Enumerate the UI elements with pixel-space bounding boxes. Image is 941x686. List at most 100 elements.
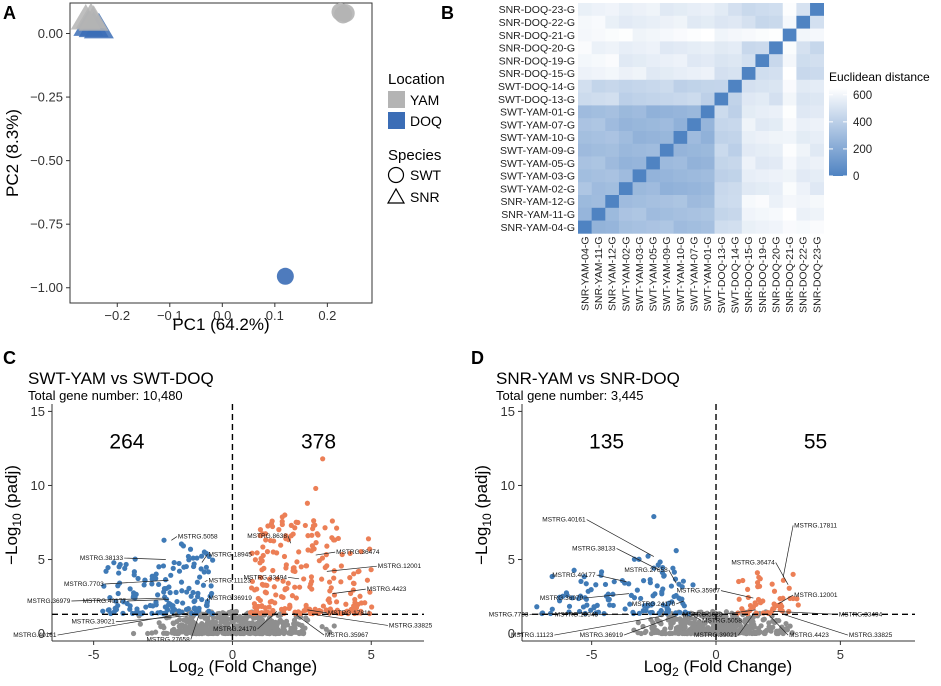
heatmap-cell xyxy=(673,131,688,145)
vc-point-up xyxy=(320,603,327,609)
heatmap-cell xyxy=(755,143,770,157)
heatmap-cell xyxy=(728,220,743,234)
heatmap-cell xyxy=(700,41,715,55)
vd-point-ns xyxy=(729,628,735,634)
heatmap-cell xyxy=(728,3,743,17)
vc-point-down xyxy=(178,541,185,547)
heatmap-cell xyxy=(714,3,729,17)
heatmap-row-labels: SNR-DOQ-23-GSNR-DOQ-22-GSNR-DOQ-21-GSNR-… xyxy=(498,4,575,234)
heatmap-cell xyxy=(782,67,797,81)
vd-point-up xyxy=(795,602,801,608)
volcano-d-x-title: Log2 (Fold Change) xyxy=(644,657,792,679)
vc-point-ns xyxy=(247,626,253,632)
heatmap-cell xyxy=(728,67,743,81)
heatmap-cell xyxy=(810,156,824,170)
heatmap-row-label: SNR-DOQ-20-G xyxy=(499,43,575,55)
vc-point-down xyxy=(112,605,118,611)
vc-point-down xyxy=(176,568,183,574)
vc-point-down xyxy=(198,566,204,572)
vc-gene-label: MSTRG.36919 xyxy=(208,595,252,602)
vd-point-down xyxy=(648,602,654,608)
pca-x-axis-title: PC1 (64.2%) xyxy=(172,315,269,334)
vd-point-up xyxy=(745,594,751,601)
vc-point-up xyxy=(264,609,270,615)
vc-gene-label: MSTRG.38133 xyxy=(80,555,124,562)
vd-point-up xyxy=(794,596,800,602)
vc-point-outlier xyxy=(365,536,372,542)
vc-point-down xyxy=(150,603,156,609)
vc-y-tick-label: 15 xyxy=(31,404,45,419)
vc-point-up xyxy=(280,578,286,584)
vd-point-ns xyxy=(669,630,675,637)
heatmap-cell xyxy=(755,207,770,221)
heatmap-cell xyxy=(755,105,770,119)
vc-point-up xyxy=(330,609,336,615)
legend-label-swt: SWT xyxy=(410,167,442,183)
vc-point-ns xyxy=(268,622,275,628)
vc-point-ns xyxy=(153,629,159,635)
vc-point-down xyxy=(191,598,197,605)
heatmap-cell xyxy=(810,195,824,209)
vc-gene-label: MSTRG.12001 xyxy=(378,563,422,570)
heatmap-cell xyxy=(605,131,620,145)
vc-point-down xyxy=(131,572,137,578)
volcano-d-x-title-main: Log xyxy=(644,657,672,676)
heatmap-cell xyxy=(769,195,784,209)
heatmap-cell xyxy=(796,195,811,209)
volcano-plot-snr: SNR-YAM vs SNR-DOQ Total gene number: 3,… xyxy=(472,369,915,679)
vc-point-up xyxy=(357,593,363,599)
heatmap-cell xyxy=(605,54,620,68)
vd-point-ns xyxy=(784,627,791,633)
vc-y-tick-label: 10 xyxy=(31,478,45,493)
heatmap-cell xyxy=(605,220,620,234)
vd-point-up xyxy=(757,576,763,582)
vd-point-up xyxy=(777,607,783,613)
vc-point-down xyxy=(107,595,113,601)
heatmap-cells xyxy=(578,3,824,234)
heatmap-column-label: SNR-DOQ-20-G xyxy=(770,236,782,312)
volcano-c-x-title-rest: (Fold Change) xyxy=(204,657,317,676)
heatmap-cell xyxy=(755,41,770,55)
heatmap-cell xyxy=(632,182,647,196)
vd-point-up xyxy=(740,577,746,584)
heatmap-cell xyxy=(700,28,715,42)
heatmap-cell xyxy=(618,207,633,221)
vd-point-ns xyxy=(643,628,649,634)
heatmap-cell xyxy=(796,182,811,196)
vc-point-up xyxy=(301,576,307,582)
vc-point-up xyxy=(257,532,263,539)
heatmap-cell xyxy=(618,131,633,145)
heatmap-cell xyxy=(632,79,647,93)
heatmap-cell xyxy=(714,143,729,157)
vc-point-up xyxy=(367,589,373,595)
vd-point-down xyxy=(588,607,594,613)
vc-point-up xyxy=(276,527,282,533)
vc-point-down xyxy=(155,592,161,598)
vc-point-up xyxy=(310,523,317,529)
vc-point-ns xyxy=(237,630,243,637)
vc-point-up xyxy=(313,540,319,546)
vd-point-down xyxy=(563,590,570,596)
vc-point-up xyxy=(260,582,266,588)
heatmap-cell xyxy=(700,67,715,81)
vc-point-ns xyxy=(219,614,225,620)
vd-point-down xyxy=(569,595,575,601)
heatmap-cell xyxy=(782,41,797,55)
heatmap-cell xyxy=(591,182,606,196)
heatmap-cell xyxy=(646,15,661,29)
vc-gene-leader-line xyxy=(126,599,169,602)
vc-point-down xyxy=(160,563,167,569)
heatmap-cell xyxy=(618,41,633,55)
vc-point-ns xyxy=(176,623,182,630)
vc-point-down xyxy=(127,603,133,609)
vc-point-up xyxy=(314,531,320,537)
heatmap-cell xyxy=(700,156,715,170)
vd-point-down xyxy=(634,587,640,593)
heatmap-cell xyxy=(714,15,729,29)
heatmap-cell xyxy=(810,3,824,17)
pca-y-tick-label: 0.00 xyxy=(38,26,63,41)
vc-gene-label: MSTRG.4423 xyxy=(367,586,407,593)
vc-point-up xyxy=(362,600,368,606)
heatmap-cell xyxy=(578,92,592,106)
vc-point-ns xyxy=(323,626,329,632)
